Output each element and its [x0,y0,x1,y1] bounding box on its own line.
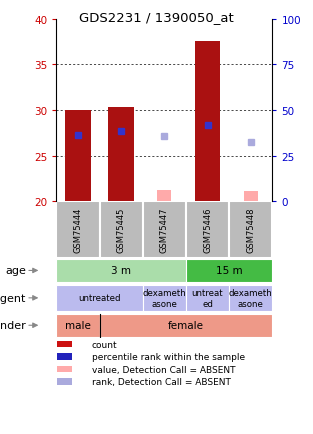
Bar [57,354,72,360]
Bar [56,260,186,282]
Bar [57,378,72,385]
Text: GSM75444: GSM75444 [74,207,82,253]
Bar [229,285,272,312]
Bar [56,202,100,258]
Bar [108,108,134,202]
Text: rank, Detection Call = ABSENT: rank, Detection Call = ABSENT [92,377,230,386]
Text: percentile rank within the sample: percentile rank within the sample [92,352,245,361]
Bar [143,202,186,258]
Text: untreat
ed: untreat ed [192,289,223,308]
Bar [143,285,186,312]
Bar [57,341,72,348]
Bar [195,43,220,202]
Text: female: female [168,321,204,330]
Bar [186,202,229,258]
Text: untreated: untreated [78,294,121,302]
Text: age: age [5,266,26,276]
Text: GDS2231 / 1390050_at: GDS2231 / 1390050_at [79,11,234,24]
Text: GSM75446: GSM75446 [203,207,212,253]
Bar [157,191,172,202]
Text: GSM75448: GSM75448 [246,207,255,253]
Bar [229,202,272,258]
Text: GSM75447: GSM75447 [160,207,169,253]
Bar [100,202,143,258]
Text: dexameth
asone: dexameth asone [229,289,273,308]
Bar [57,366,72,372]
Text: dexameth
asone: dexameth asone [142,289,186,308]
Text: agent: agent [0,293,26,303]
Bar [56,314,100,337]
Bar [244,192,258,202]
Bar [65,111,91,202]
Text: 15 m: 15 m [216,266,243,276]
Bar [100,314,272,337]
Text: GSM75445: GSM75445 [117,207,126,253]
Bar [56,285,143,312]
Text: gender: gender [0,321,26,330]
Text: count: count [92,340,117,349]
Bar [186,260,272,282]
Bar [186,285,229,312]
Text: 3 m: 3 m [111,266,131,276]
Text: value, Detection Call = ABSENT: value, Detection Call = ABSENT [92,365,235,374]
Text: male: male [65,321,91,330]
